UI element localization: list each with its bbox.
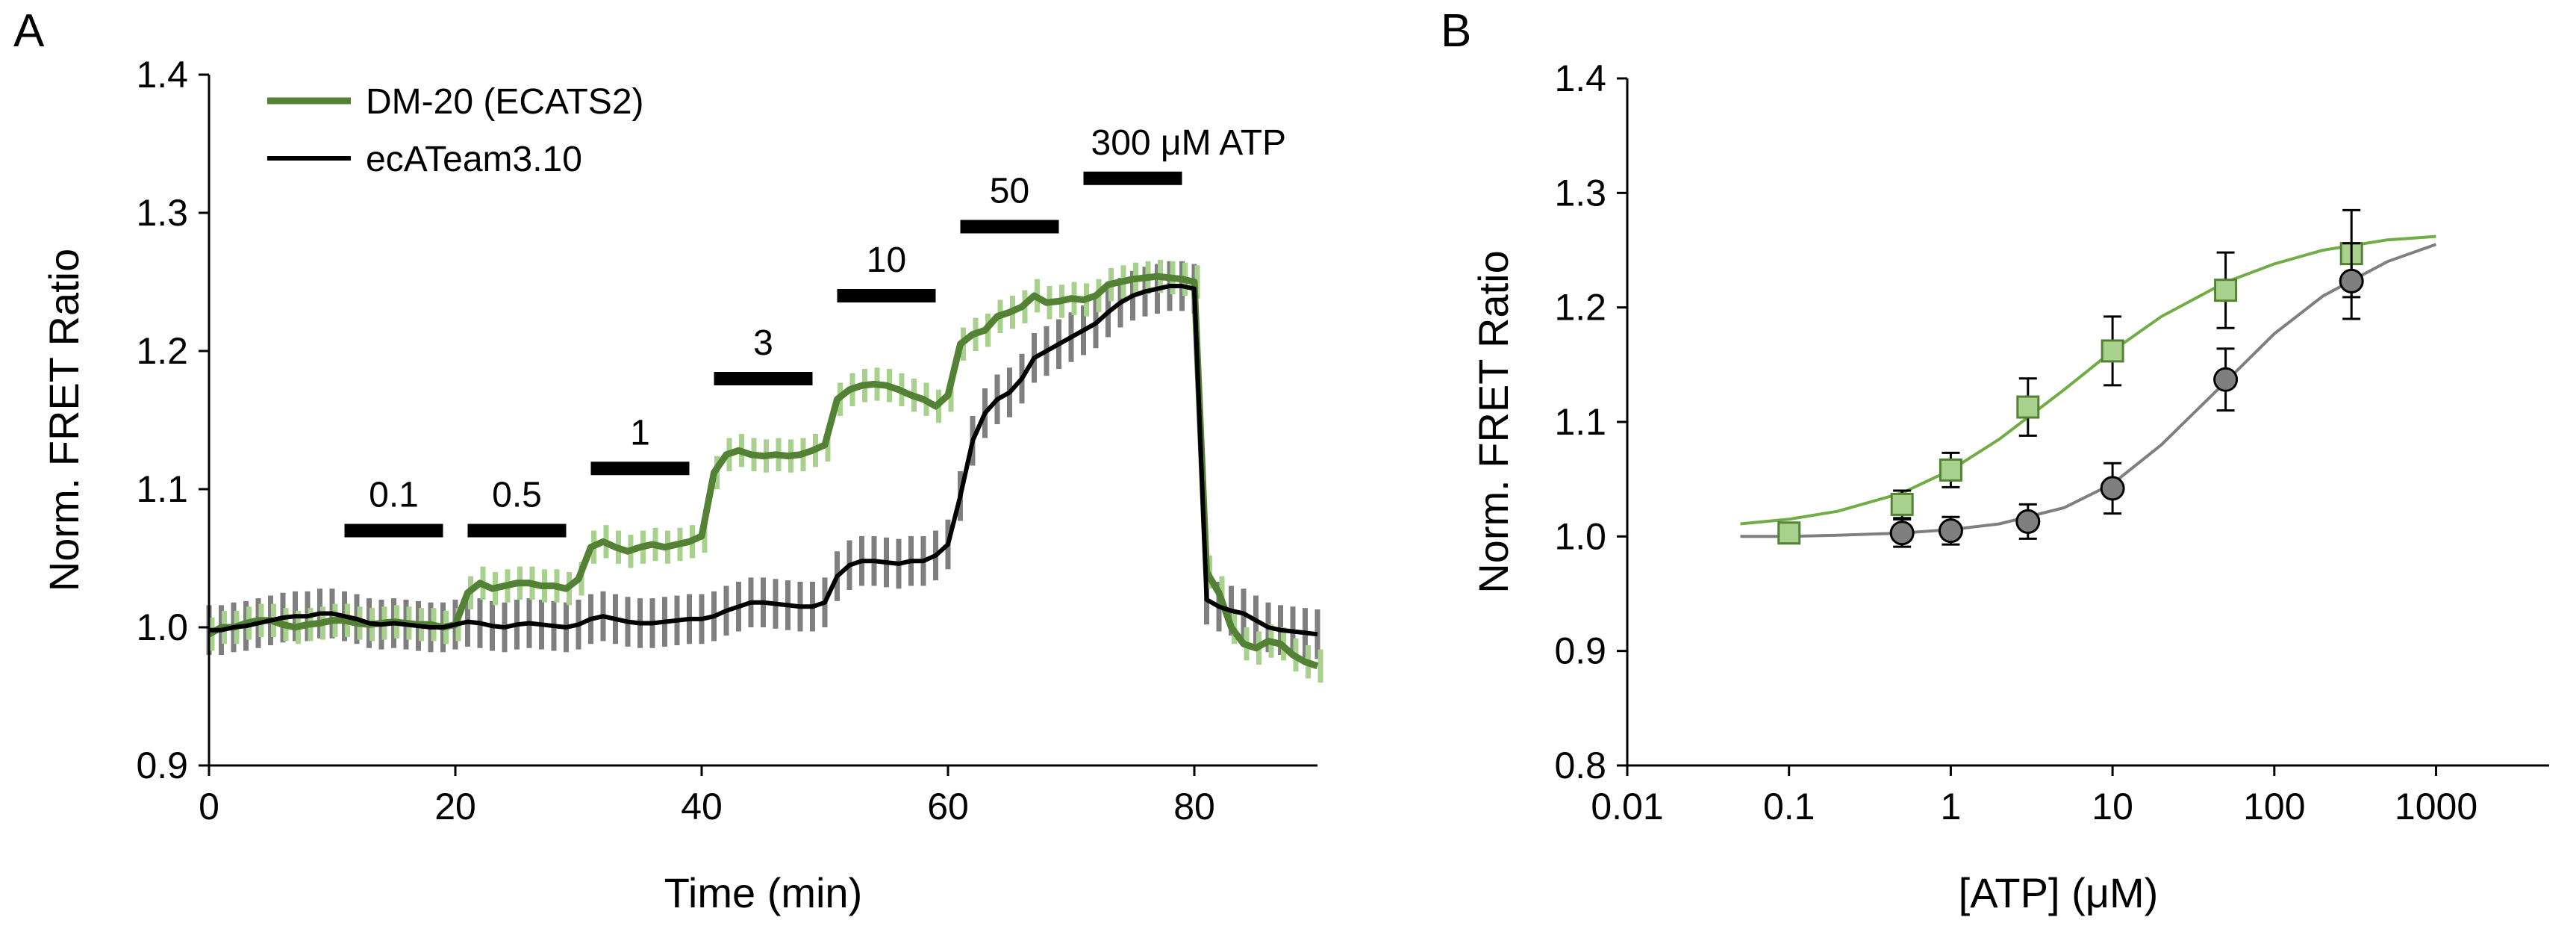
concentration-label: 3 [753,323,773,363]
x-tick-label: 40 [681,786,723,827]
data-point-dm20 [1890,492,1914,516]
x-tick-label: 80 [1173,786,1215,827]
y-axis-label: Norm. FRET Ratio [1470,250,1517,593]
concentration-bar [344,524,443,538]
x-tick-label: 10 [2092,786,2133,827]
concentration-label: 0.1 [369,476,419,515]
concentration-bar [960,220,1059,234]
x-tick-label: 1000 [2395,786,2477,827]
y-tick-label: 1.4 [1554,58,1606,99]
y-tick-label: 0.9 [136,745,188,786]
concentration-label: 300 μM ATP [1091,123,1287,163]
x-tick-label: 1 [1941,786,1962,827]
x-tick-label: 20 [434,786,476,827]
data-point-dm20 [1777,521,1801,545]
panel-label-a: A [13,5,45,57]
series-line-ecateam [209,284,1318,637]
data-point-ecateam [2100,476,2125,501]
data-point-ecateam [2015,509,2041,534]
data-point-dm20 [1939,458,1962,482]
concentration-label: 50 [990,172,1029,211]
y-tick-label: 1.2 [1554,287,1606,329]
x-tick-label: 0.01 [1591,786,1663,827]
concentration-bar [590,462,690,476]
data-point-ecateam [1938,518,1963,544]
x-tick-label: 0.1 [1763,786,1815,827]
data-point-dm20 [2101,339,2124,363]
y-tick-label: 0.9 [1554,630,1606,672]
y-tick-label: 1.1 [136,468,188,510]
concentration-bar [837,289,936,302]
fit-curve-dm20 [1740,234,2436,526]
concentration-bar [467,524,567,538]
y-axis-label: Norm. FRET Ratio [40,249,87,591]
x-axis-label: Time (min) [664,869,862,916]
y-tick-label: 0.8 [1554,745,1606,786]
concentration-label: 10 [867,240,906,280]
data-point-ecateam [2339,268,2364,293]
concentration-bar [714,372,813,385]
legend-label-ecateam: ecATeam3.10 [366,140,582,179]
chart-panel-a: 0.9 1.0 1.1 1.2 1.3 1.4 0 20 40 60 80 Time (min) Nor… [40,54,1323,916]
y-tick-label: 1.2 [136,330,188,372]
concentration-bar [1083,171,1182,185]
y-tick-label: 1.3 [136,192,188,234]
x-axis-label: [ATP] (μM) [1959,869,2159,916]
panel-label-b: B [1441,5,1471,57]
x-tick-label: 100 [2243,786,2305,827]
x-tick-label: 0 [199,786,219,827]
y-tick-label: 1.4 [136,54,188,96]
data-point-dm20 [2016,395,2040,419]
concentration-label: 0.5 [492,476,542,515]
y-tick-label: 1.0 [1554,515,1606,557]
concentration-label: 1 [630,413,650,453]
y-tick-label: 1.1 [1554,401,1606,443]
data-point-ecateam [1889,521,1915,546]
data-point-ecateam [2213,367,2239,392]
data-point-dm20 [2214,279,2238,302]
fit-curve-ecateam [1740,243,2437,538]
x-tick-label: 60 [927,786,969,827]
legend-label-dm20: DM-20 (ECATS2) [366,82,644,122]
y-tick-label: 1.0 [136,606,188,648]
chart-panel-b: 0.8 0.9 1.0 1.1 1.2 1.3 1.4 0.01 0.1 1 10 100 1000 [A… [1470,58,2549,916]
y-tick-label: 1.3 [1554,172,1606,214]
